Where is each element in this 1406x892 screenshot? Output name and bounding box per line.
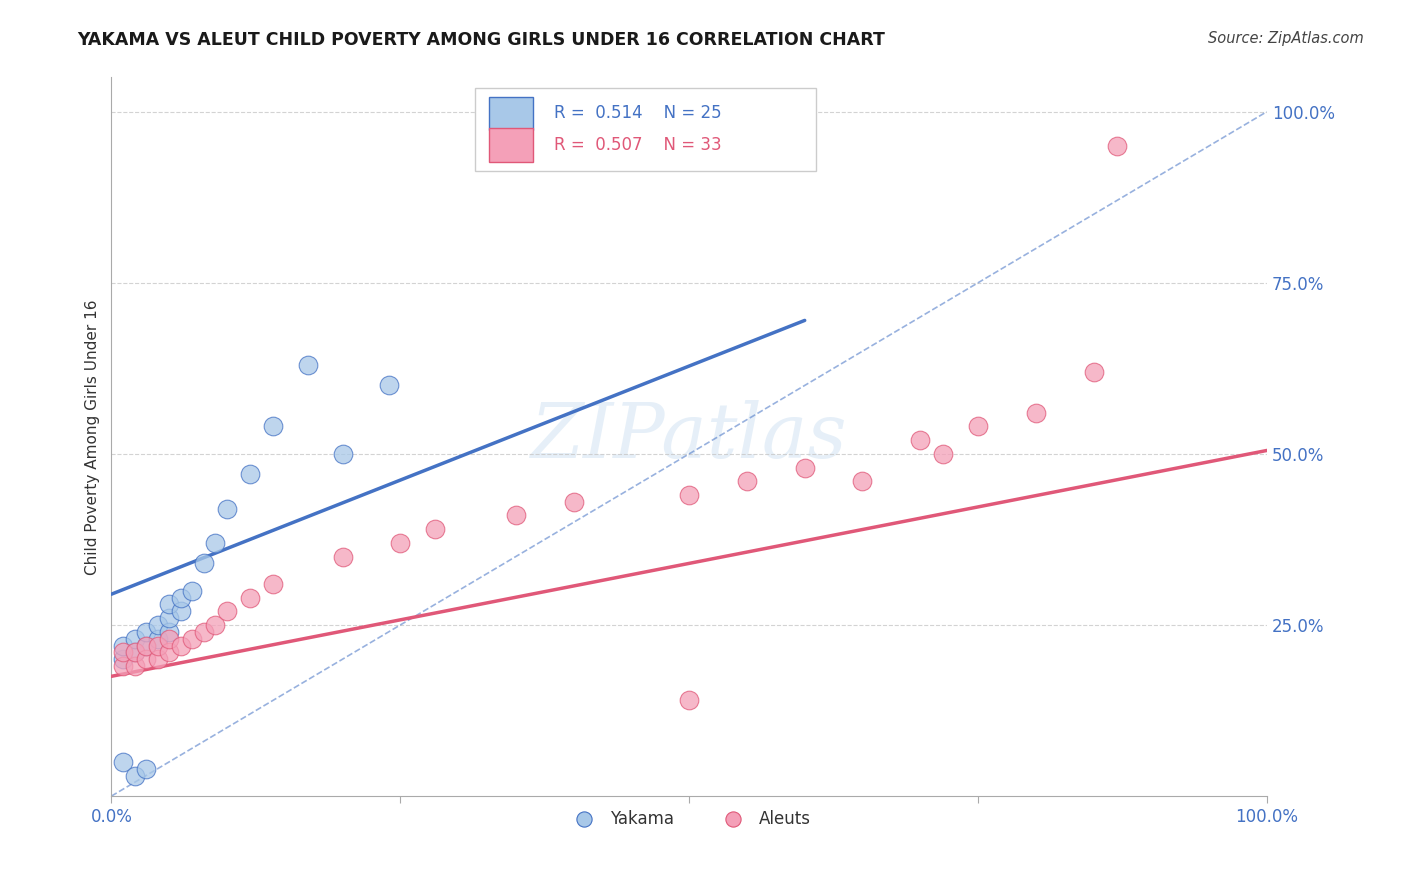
Point (157, 645, 180, 659)
Point (135, 624, 157, 639)
Point (170, 591, 193, 605)
Point (910, 433, 932, 447)
Point (146, 639, 169, 653)
Point (1105, 139, 1128, 153)
Point (146, 618, 169, 632)
Point (297, 358, 319, 372)
Point (193, 557, 215, 571)
Point (170, 604, 193, 618)
Point (932, 447, 955, 461)
Text: ZIPatlas: ZIPatlas (531, 400, 848, 474)
Point (111, 755, 134, 769)
Point (562, 495, 585, 509)
Point (678, 693, 700, 707)
Point (124, 632, 146, 646)
Text: Source: ZipAtlas.com: Source: ZipAtlas.com (1208, 31, 1364, 46)
Point (124, 768, 146, 782)
Point (678, 488, 700, 502)
Point (239, 591, 262, 605)
Point (170, 639, 193, 653)
Point (505, 508, 527, 523)
Text: YAKAMA VS ALEUT CHILD POVERTY AMONG GIRLS UNDER 16 CORRELATION CHART: YAKAMA VS ALEUT CHILD POVERTY AMONG GIRL… (77, 31, 886, 49)
Legend: Yakama, Aleuts: Yakama, Aleuts (561, 803, 818, 835)
Point (146, 652, 169, 666)
Text: R =  0.507    N = 33: R = 0.507 N = 33 (554, 136, 721, 154)
Point (181, 632, 204, 646)
Point (215, 604, 238, 618)
Point (262, 577, 284, 591)
Point (1083, 365, 1105, 379)
Point (204, 618, 226, 632)
Point (332, 447, 354, 461)
Point (124, 659, 146, 673)
Point (262, 419, 284, 434)
Point (124, 645, 146, 659)
Point (239, 467, 262, 482)
Point (146, 632, 169, 646)
Point (135, 762, 157, 776)
Text: R =  0.514    N = 25: R = 0.514 N = 25 (554, 104, 721, 122)
Y-axis label: Child Poverty Among Girls Under 16: Child Poverty Among Girls Under 16 (86, 299, 100, 574)
Point (215, 501, 238, 516)
Point (124, 645, 146, 659)
FancyBboxPatch shape (489, 128, 533, 161)
Point (204, 536, 226, 550)
Point (851, 475, 873, 489)
Point (157, 624, 180, 639)
Point (135, 652, 157, 666)
Point (967, 419, 990, 434)
Point (157, 632, 180, 646)
Point (111, 645, 134, 659)
Point (423, 522, 446, 536)
Point (1025, 406, 1047, 420)
Point (735, 475, 758, 489)
Point (157, 611, 180, 625)
FancyBboxPatch shape (489, 97, 533, 130)
Point (193, 624, 215, 639)
FancyBboxPatch shape (475, 88, 817, 171)
Point (135, 639, 157, 653)
Point (157, 598, 180, 612)
Point (111, 652, 134, 666)
Point (135, 639, 157, 653)
Point (389, 536, 412, 550)
Point (793, 460, 815, 475)
Point (111, 639, 134, 653)
Point (111, 659, 134, 673)
Point (332, 549, 354, 564)
Point (377, 378, 399, 392)
Point (181, 583, 204, 598)
